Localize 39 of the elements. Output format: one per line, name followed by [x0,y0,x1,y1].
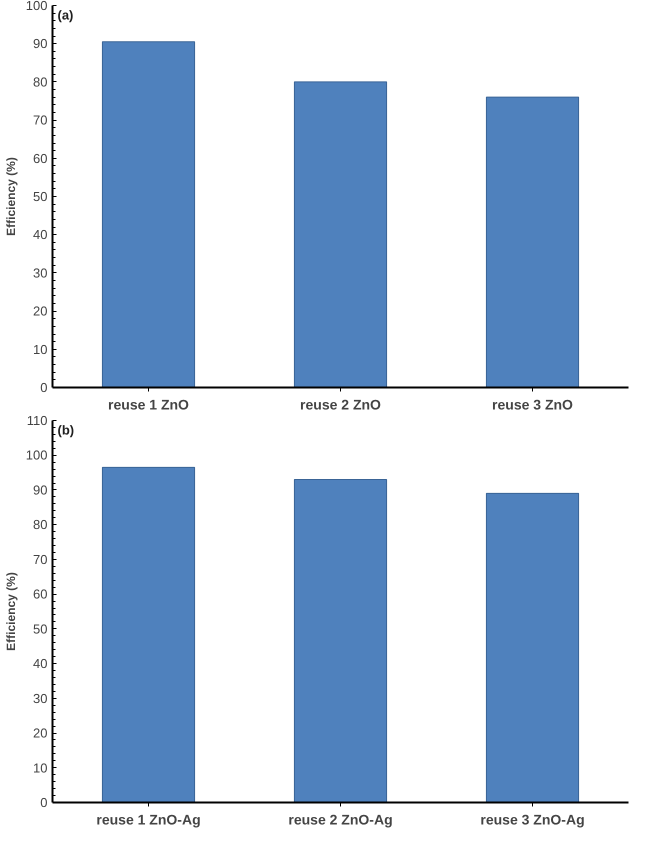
chart-title: (a) [58,8,74,22]
y-tick-label: 0 [40,380,48,395]
y-tick-label: 10 [33,342,48,357]
x-tick-label: reuse 2 ZnO-Ag [288,812,393,828]
y-tick-label: 30 [33,690,48,706]
x-tick-label: reuse 1 ZnO-Ag [96,812,201,828]
y-tick-label: 80 [33,74,48,90]
bar [486,96,580,388]
y-tick-label: 100 [26,0,48,13]
y-tick-label: 100 [26,448,48,463]
y-tick-label: 40 [33,656,48,672]
y-tick-label: 50 [33,621,48,636]
bar [294,479,388,802]
x-tick-label: reuse 2 ZnO [300,396,382,412]
bar [102,41,196,388]
y-tick-label: 30 [33,265,48,280]
y-tick-label: 90 [33,36,48,52]
y-tick-label: 60 [33,586,48,602]
y-tick-label: 50 [33,189,48,204]
bar [102,466,196,802]
y-tick-label: 70 [33,552,48,567]
chart-title: (b) [58,422,74,438]
y-tick-label: 20 [33,304,48,319]
y-tick-label: 10 [33,760,48,776]
y-axis-title: Efficiency (%) [4,157,18,236]
x-tick-label: reuse 3 ZnO-Ag [480,812,585,828]
bar [294,81,388,388]
y-tick-label: 20 [33,726,48,741]
x-tick-label: reuse 3 ZnO [492,396,574,412]
y-tick-label: 0 [40,795,48,810]
y-tick-label: 60 [33,150,48,166]
y-tick-label: 40 [33,227,48,242]
bar [486,492,580,802]
y-axis-title: Efficiency (%) [4,572,18,651]
x-tick-label: reuse 1 ZnO [108,396,190,412]
y-tick-label: 90 [33,482,48,498]
y-tick-label: 70 [33,112,48,128]
y-tick-label: 80 [33,517,48,532]
y-tick-label: 110 [26,413,48,428]
